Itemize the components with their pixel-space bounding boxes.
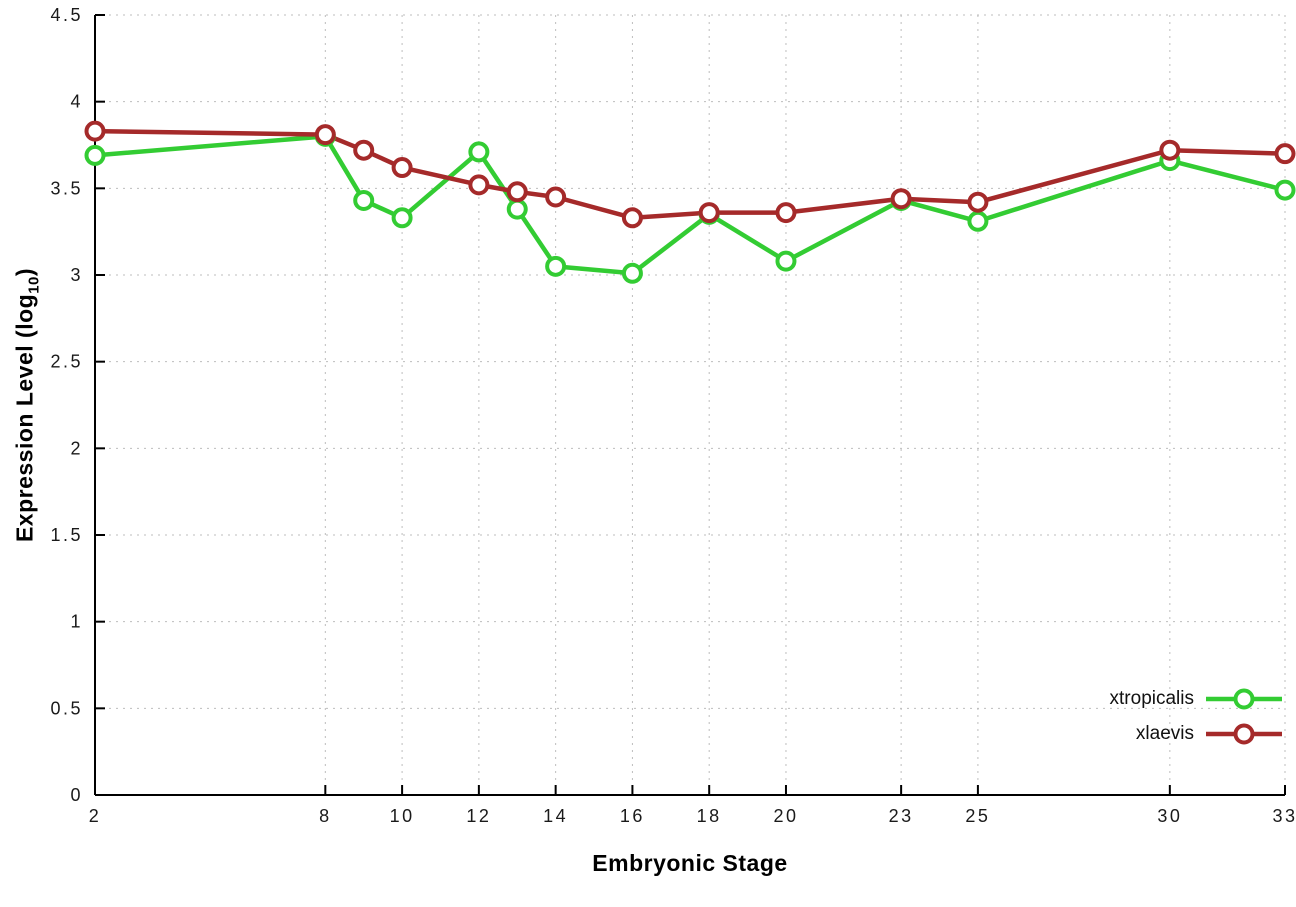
legend-entry-xtropicalis: xtropicalis: [1110, 686, 1284, 712]
legend-marker-sample: [1206, 688, 1282, 710]
x-tick-label: 2: [89, 806, 102, 826]
data-point-xtropicalis: [353, 189, 375, 211]
data-point-xlaevis: [353, 139, 375, 161]
x-tick-label: 12: [466, 806, 491, 826]
y-axis-label-subscript: 10: [25, 276, 43, 294]
y-axis-label-close: ): [11, 267, 38, 277]
data-point-xlaevis: [314, 124, 336, 146]
x-tick-label: 30: [1157, 806, 1182, 826]
x-tick-label: 23: [889, 806, 914, 826]
x-tick-label: 20: [773, 806, 798, 826]
x-tick-label: 14: [543, 806, 568, 826]
data-point-xlaevis: [468, 174, 490, 196]
series-line-xlaevis: [92, 128, 1288, 221]
y-tick-label: 1: [70, 612, 83, 632]
y-tick-label: 4.5: [50, 5, 83, 25]
data-point-xlaevis: [545, 186, 567, 208]
data-point-xlaevis: [1274, 143, 1296, 165]
x-tick-label: 18: [697, 806, 722, 826]
x-tick-label: 25: [965, 806, 990, 826]
data-point-xtropicalis: [621, 262, 643, 284]
data-point-xtropicalis: [468, 141, 490, 163]
legend-marker-sample: [1206, 723, 1282, 745]
y-tick-label: 1.5: [50, 525, 83, 545]
data-point-xlaevis: [1159, 139, 1181, 161]
data-point-xtropicalis: [967, 210, 989, 232]
data-point-xtropicalis: [775, 250, 797, 272]
data-point-xlaevis: [506, 181, 528, 203]
data-point-xtropicalis: [506, 198, 528, 220]
y-axis-label: Expression Level (log10): [12, 268, 43, 542]
x-tick-label: 33: [1272, 806, 1296, 826]
y-tick-label: 0: [70, 785, 83, 805]
data-point-xtropicalis: [545, 255, 567, 277]
data-point-xtropicalis: [391, 207, 413, 229]
data-point-xlaevis: [890, 188, 912, 210]
x-tick-label: 16: [620, 806, 645, 826]
x-tick-label: 8: [319, 806, 332, 826]
legend: xtropicalis xlaevis: [1110, 686, 1284, 747]
y-tick-label: 3: [70, 265, 83, 285]
x-axis-label: Embryonic Stage: [592, 850, 788, 876]
data-point-xlaevis: [967, 191, 989, 213]
y-tick-label: 4: [70, 92, 83, 112]
y-axis-label-text: Expression Level (log: [11, 293, 38, 543]
data-point-xlaevis: [84, 120, 106, 142]
y-tick-label: 0.5: [50, 698, 83, 718]
x-tick-label: 10: [390, 806, 415, 826]
data-point-xlaevis: [621, 207, 643, 229]
data-point-xlaevis: [775, 202, 797, 224]
y-tick-label: 2.5: [50, 352, 83, 372]
data-point-xtropicalis: [84, 144, 106, 166]
data-point-xlaevis: [698, 202, 720, 224]
data-point-xlaevis: [391, 157, 413, 179]
y-tick-label: 3.5: [50, 178, 83, 198]
legend-entry-xlaevis: xlaevis: [1136, 721, 1284, 747]
series-line-xtropicalis: [92, 134, 1288, 276]
legend-label: xlaevis: [1135, 723, 1194, 744]
legend-label: xtropicalis: [1109, 688, 1194, 709]
data-point-xtropicalis: [1274, 179, 1296, 201]
y-tick-label: 2: [70, 438, 83, 458]
